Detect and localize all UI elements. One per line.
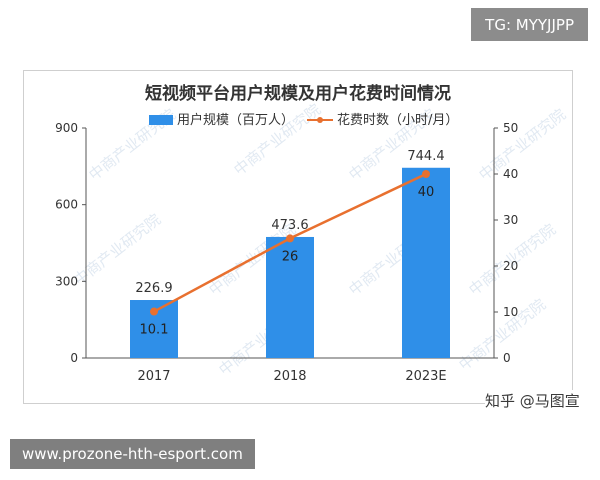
bars: 226.9 473.6 744.4 [130, 149, 450, 358]
y-left-tick-label: 900 [55, 121, 78, 135]
y-right-tick-label: 20 [503, 259, 518, 273]
y-right-tick-label: 40 [503, 167, 518, 181]
chart-title: 短视频平台用户规模及用户花费时间情况 [145, 83, 451, 104]
x-tick-label: 2018 [273, 369, 306, 384]
chart-frame: 中商产业研究院 中商产业研究院 中商产业研究院 中商产业研究院 中商产业研究院 中商产业研… [23, 70, 573, 404]
line-point [286, 234, 294, 243]
tag-badge: TG: MYYJJPP [471, 8, 588, 41]
y-right-tick-label: 30 [503, 213, 518, 227]
legend-bar-label: 用户规模（百万人） [177, 112, 294, 128]
bar [266, 236, 314, 358]
bar-value-label: 226.9 [135, 281, 172, 296]
legend-line-label: 花费时数（小时/月） [337, 112, 458, 128]
left-ticks: 0 300 600 900 [55, 121, 86, 365]
right-ticks: 0 10 20 30 40 50 [494, 121, 518, 365]
legend: 用户规模（百万人） 花费时数（小时/月） [149, 112, 458, 128]
source-credit: 知乎 @马图宣 [485, 390, 580, 411]
bar-value-label: 744.4 [407, 149, 444, 164]
x-labels: 2017 2018 2023E [137, 369, 446, 384]
x-tick-label: 2017 [137, 369, 170, 384]
bar-value-label: 473.6 [271, 218, 308, 233]
y-right-tick-label: 50 [503, 121, 518, 135]
line-value-label: 10.1 [140, 323, 169, 338]
x-tick-label: 2023E [405, 369, 446, 384]
y-right-tick-label: 10 [503, 305, 518, 319]
legend-line-marker [317, 117, 323, 123]
legend-bar-swatch [149, 115, 173, 125]
y-left-tick-label: 600 [55, 198, 78, 212]
bar [402, 167, 450, 358]
site-banner[interactable]: www.prozone-hth-esport.com [10, 439, 255, 469]
line-value-label: 40 [418, 185, 435, 200]
line-point [422, 170, 430, 178]
watermark-text: 中商产业研究院 [70, 210, 164, 289]
y-left-tick-label: 300 [55, 274, 78, 288]
y-left-tick-label: 0 [70, 351, 78, 365]
line-point [150, 307, 158, 316]
watermark-text: 中商产业研究院 [475, 105, 569, 184]
line-value-label: 26 [282, 249, 299, 264]
y-right-tick-label: 0 [503, 351, 511, 365]
line-series: 10.1 26 40 [140, 170, 435, 338]
